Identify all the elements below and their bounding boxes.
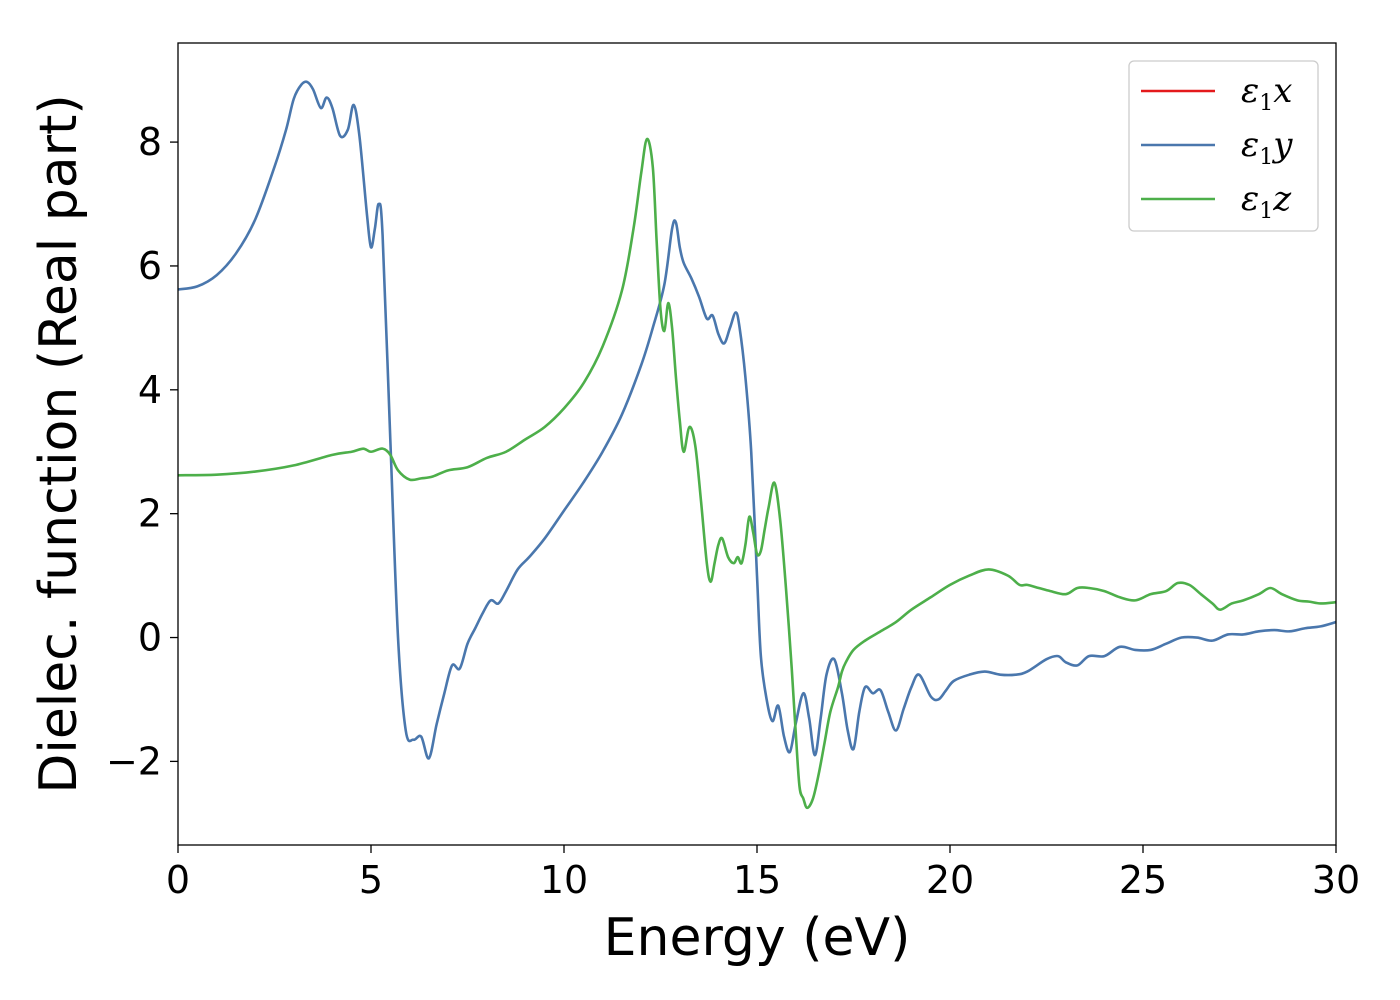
y-tick-label: 0 (138, 616, 162, 660)
y-tick-label: 8 (138, 120, 162, 164)
x-tick-label: 15 (733, 858, 781, 902)
series-group (178, 80, 1336, 810)
x-tick-label: 10 (540, 858, 588, 902)
x-tick-label: 25 (1119, 858, 1167, 902)
legend-label-1: ε1y (1241, 125, 1293, 170)
legend-label-0: ε1x (1241, 71, 1292, 116)
y-tick-label: −2 (106, 739, 162, 783)
y-tick-label: 2 (138, 492, 162, 536)
y-axis-label: Dielec. function (Real part) (29, 94, 89, 793)
x-tick-label: 0 (166, 858, 190, 902)
series-line-1 (178, 80, 1336, 760)
x-axis-ticks: 0 5 10 15 20 25 30 (166, 845, 1360, 902)
x-tick-label: 20 (926, 858, 974, 902)
x-tick-label: 30 (1312, 858, 1360, 902)
y-tick-label: 6 (138, 244, 162, 288)
x-axis-label: Energy (eV) (604, 908, 911, 968)
legend-box (1128, 60, 1319, 232)
legend-label-2: ε1z (1241, 179, 1292, 224)
x-tick-label: 5 (359, 858, 383, 902)
series-line-2 (178, 137, 1336, 810)
legend: ε1x ε1y ε1z (1128, 60, 1319, 232)
y-axis-ticks: −2 0 2 4 6 8 (106, 120, 178, 783)
y-tick-label: 4 (138, 368, 162, 412)
